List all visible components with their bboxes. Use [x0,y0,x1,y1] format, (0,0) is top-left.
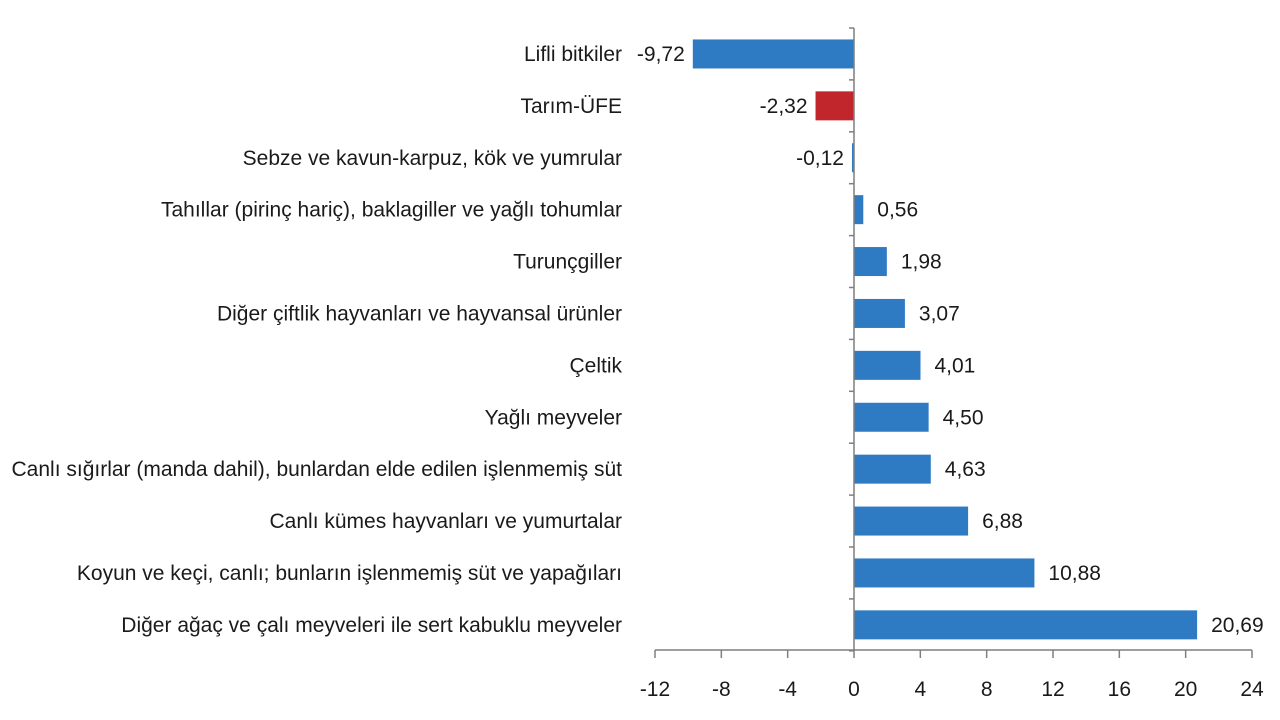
x-tick-label-5: 8 [981,678,993,701]
bar-0 [692,39,854,69]
x-tick-label-1: -8 [712,678,731,701]
bar-7 [854,402,929,432]
value-label-0: -9,72 [637,43,685,66]
category-label-4: Turunçgiller [513,251,622,274]
value-label-2: -0,12 [796,147,844,170]
bar-10 [854,558,1035,588]
value-label-10: 10,88 [1048,562,1101,585]
category-label-6: Çeltik [569,354,622,377]
category-label-8: Canlı sığırlar (manda dahil), bunlardan … [12,458,623,481]
axis-layer: -12 -8 -4 0 4 8 12 16 20 24 [640,27,1264,701]
bar-4 [854,247,887,277]
value-label-9: 6,88 [982,510,1023,533]
value-label-1: -2,32 [760,95,808,118]
bar-1 [815,91,854,121]
value-label-5: 3,07 [919,302,960,325]
category-label-7: Yağlı meyveler [485,406,622,429]
category-label-0: Lifli bitkiler [524,43,622,66]
category-label-10: Koyun ve keçi, canlı; bunların işlenmemi… [77,562,622,585]
category-label-1: Tarım-ÜFE [521,95,623,118]
x-tick-label-9: 24 [1240,678,1264,701]
x-tick-label-0: -12 [640,678,670,701]
labels-layer: Lifli bitkiler -9,72 Tarım-ÜFE -2,32 Sebze v… [12,43,1264,637]
x-tick-label-8: 20 [1174,678,1197,701]
category-label-9: Canlı kümes hayvanları ve yumurtalar [270,510,622,533]
bar-8 [854,454,931,484]
category-label-3: Tahıllar (pirinç hariç), baklagiller ve … [161,199,622,222]
x-tick-label-6: 12 [1041,678,1064,701]
value-label-7: 4,50 [943,406,984,429]
bar-2 [852,143,854,173]
bars-layer [692,39,1198,640]
category-label-11: Diğer ağaç ve çalı meyveleri ile sert ka… [121,614,622,637]
bar-9 [854,506,969,536]
bar-6 [854,350,921,380]
x-tick-label-4: 4 [914,678,926,701]
category-label-5: Diğer çiftlik hayvanları ve hayvansal ür… [217,302,622,325]
x-tick-label-2: -4 [778,678,797,701]
bar-5 [854,298,905,328]
bar-11 [854,610,1198,640]
bar-3 [854,195,864,225]
value-label-4: 1,98 [901,251,942,274]
x-tick-label-7: 16 [1108,678,1131,701]
value-label-11: 20,69 [1211,614,1264,637]
value-label-3: 0,56 [877,199,918,222]
category-label-2: Sebze ve kavun-karpuz, kök ve yumrular [243,147,622,170]
x-tick-label-3: 0 [848,678,860,701]
value-label-8: 4,63 [945,458,986,481]
value-label-6: 4,01 [934,354,975,377]
